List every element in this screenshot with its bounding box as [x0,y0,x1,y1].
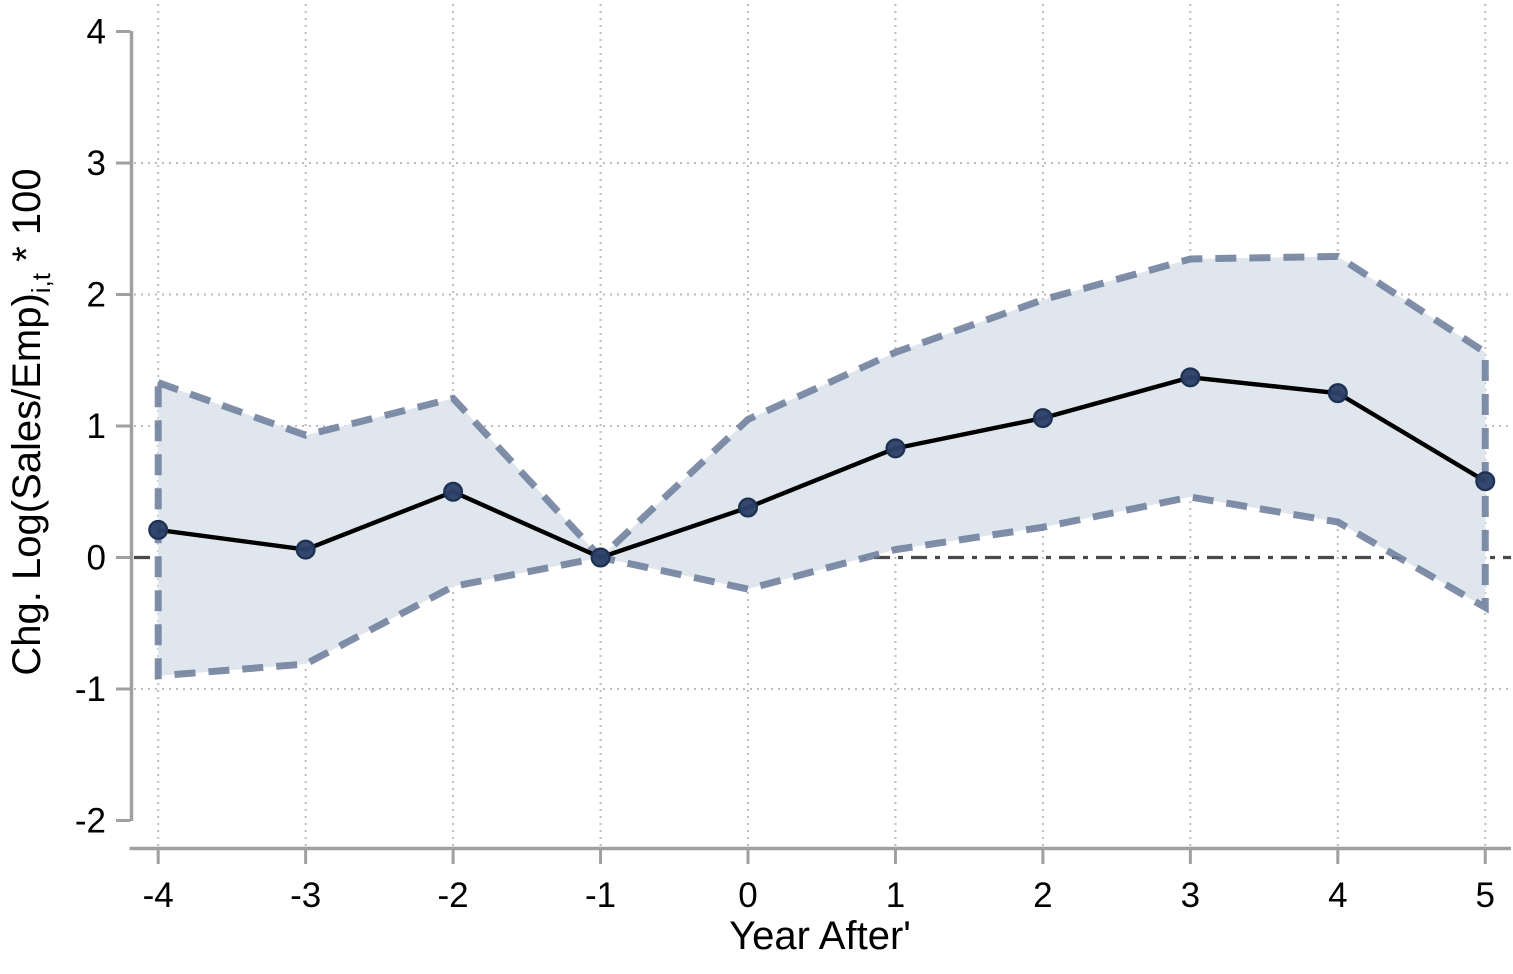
y-axis-title-suffix: * 100 [5,168,49,273]
data-point-marker [1475,471,1496,492]
x-tick-label: -3 [290,876,321,915]
x-tick-label: -1 [585,876,616,915]
y-tick-label: 0 [87,539,106,578]
x-tick-label: 0 [738,876,757,915]
data-point-marker [1032,408,1053,429]
y-axis-title: Chg. Log(Sales/Emp)i,t * 100 [5,168,56,675]
x-tick-label: -2 [438,876,469,915]
data-point-marker [738,497,759,518]
data-point-marker [1327,383,1348,404]
data-point-marker [148,519,169,540]
data-point-marker [1180,367,1201,388]
x-tick-label: 4 [1328,876,1347,915]
x-tick-label: 1 [886,876,905,915]
data-point-marker [295,539,316,560]
confidence-band [154,252,1489,680]
x-tick-label: 2 [1033,876,1052,915]
x-tick-label: 3 [1181,876,1200,915]
data-point-marker [885,438,906,459]
y-tick-label: 2 [87,276,106,315]
y-axis-title-subscript: i,t [26,272,56,293]
y-tick-label: -1 [75,670,106,709]
y-axis-title-main: Chg. Log(Sales/Emp) [5,293,49,675]
y-tick-label: 3 [87,144,106,183]
x-tick-label: -4 [143,876,174,915]
data-point-marker [443,481,464,502]
coefficient-line [157,375,1487,560]
data-point-marker [590,547,611,568]
y-tick-label: 1 [87,407,106,446]
x-axis-title: Year After' [729,914,911,958]
y-tick-label: 4 [87,13,106,52]
y-tick-label: -2 [75,802,106,841]
x-tick-label: 5 [1476,876,1495,915]
